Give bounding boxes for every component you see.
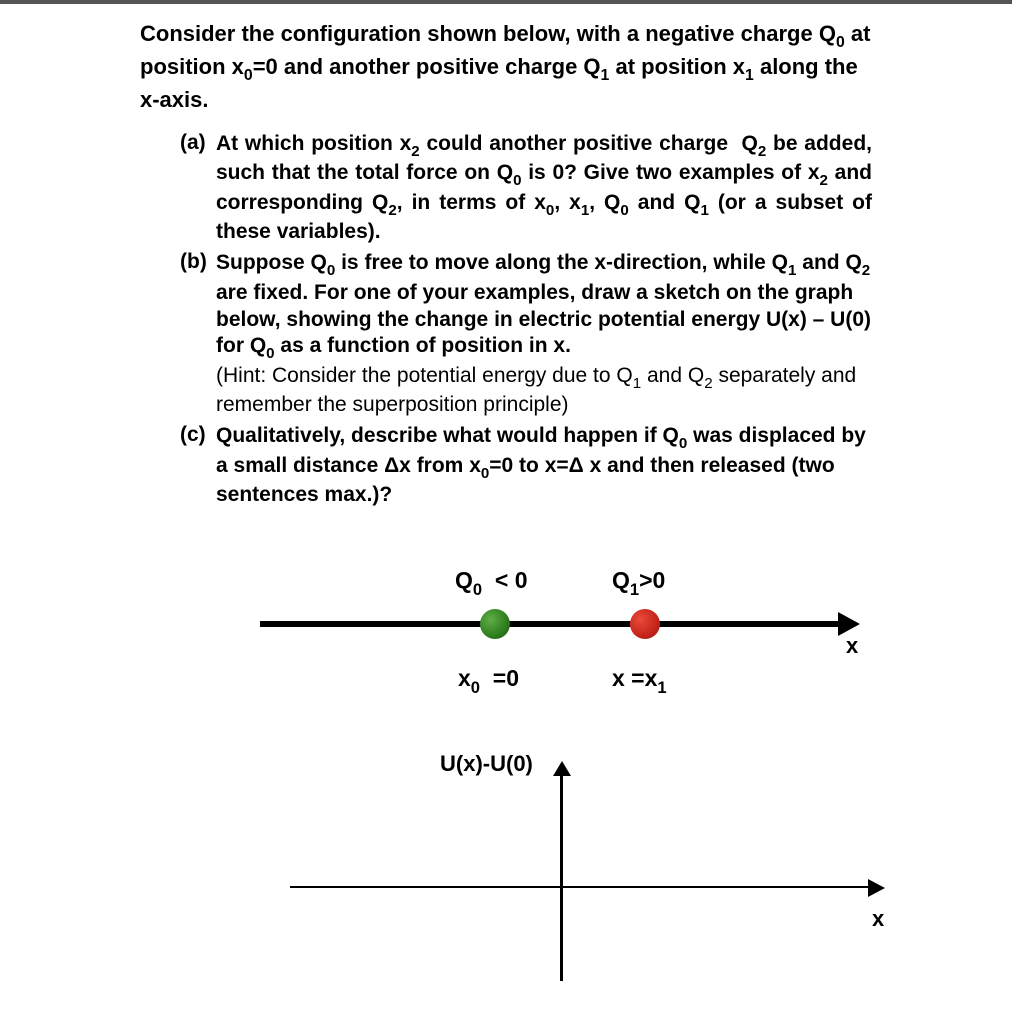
graph-x-axis-label: x: [872, 906, 884, 932]
charge-configuration-diagram: x Q0 < 0 x0 =0 Q1>0 x =x1: [260, 561, 880, 701]
q0-top-label: Q0 < 0: [455, 567, 528, 599]
charge-q1-dot-icon: [630, 609, 660, 639]
x-axis-line: [260, 621, 840, 627]
graph-x-axis-arrowhead-icon: [868, 879, 885, 897]
graph-y-axis-label: U(x)-U(0): [440, 751, 533, 777]
problem-intro: Consider the configuration shown below, …: [140, 20, 872, 115]
part-b-label: (b): [180, 250, 216, 419]
x-axis-label: x: [846, 633, 858, 659]
part-a-body: At which position x2 could another posit…: [216, 131, 872, 247]
part-c-label: (c): [180, 423, 216, 509]
physics-problem-page: Consider the configuration shown below, …: [0, 4, 1012, 1001]
part-b-body: Suppose Q0 is free to move along the x-d…: [216, 250, 872, 419]
diagram-area: x Q0 < 0 x0 =0 Q1>0 x =x1 U(x)-U(0) x: [40, 561, 972, 981]
graph-x-axis-line: [290, 886, 870, 888]
y-axis-line: [560, 771, 563, 981]
charge-q0-dot-icon: [480, 609, 510, 639]
part-b: (b) Suppose Q0 is free to move along the…: [180, 250, 872, 419]
part-c: (c) Qualitatively, describe what would h…: [180, 423, 872, 509]
part-c-body: Qualitatively, describe what would happe…: [216, 423, 872, 509]
potential-energy-graph: U(x)-U(0) x: [240, 751, 920, 981]
q1-top-label: Q1>0: [612, 567, 665, 599]
problem-parts: (a) At which position x2 could another p…: [180, 131, 872, 510]
part-a: (a) At which position x2 could another p…: [180, 131, 872, 247]
q1-bottom-label: x =x1: [612, 665, 667, 697]
q0-bottom-label: x0 =0: [458, 665, 519, 697]
part-a-label: (a): [180, 131, 216, 247]
